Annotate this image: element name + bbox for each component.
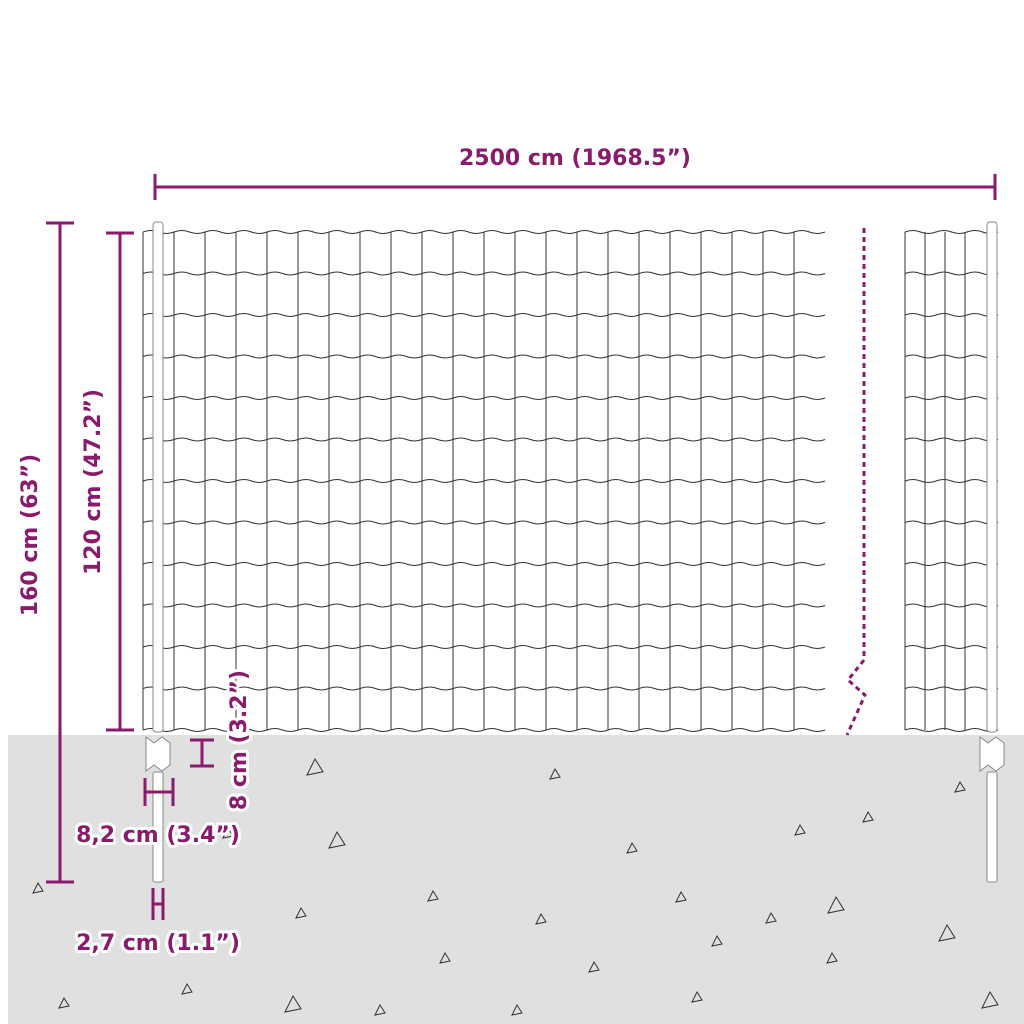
horizontal-wire — [904, 562, 999, 566]
pebble — [691, 990, 703, 1003]
horizontal-wire — [904, 437, 999, 442]
pebble — [675, 890, 687, 903]
pebble — [58, 996, 70, 1009]
pebble — [511, 1003, 523, 1016]
bracket-height-label: 8 cm (3.2”) — [227, 670, 252, 810]
horizontal-wire — [904, 396, 999, 400]
bracket-width-dimension-line — [143, 778, 175, 806]
ground-pebbles — [32, 757, 999, 1016]
pebble — [439, 951, 451, 964]
pebble — [374, 1003, 386, 1016]
pebble — [328, 830, 346, 849]
pebble — [222, 826, 234, 839]
break-line — [845, 228, 867, 736]
pebble — [626, 841, 638, 854]
pebble — [794, 823, 806, 836]
pebble — [427, 889, 439, 902]
length-dimension-line — [153, 174, 997, 200]
ground — [8, 735, 1024, 1024]
length-label: 2500 cm (1968.5”) — [459, 146, 691, 171]
mesh-height-label: 120 cm (47.2”) — [81, 389, 106, 575]
pebble — [827, 895, 845, 914]
post-diameter-label: 2,7 cm (1.1”) — [76, 931, 240, 956]
post-diameter-dimension-line — [151, 888, 165, 920]
pebble — [765, 911, 777, 924]
pebble — [711, 934, 723, 947]
horizontal-wire — [904, 603, 999, 608]
fence-post-right — [979, 221, 1005, 883]
horizontal-wire — [904, 479, 999, 483]
wire-mesh — [142, 230, 999, 732]
pebble — [826, 951, 838, 964]
pebble — [938, 923, 956, 942]
pebble — [981, 990, 999, 1009]
horizontal-wire — [904, 313, 999, 317]
pebble — [535, 912, 547, 925]
pebble — [549, 767, 561, 780]
pebble — [588, 960, 600, 973]
dimension-lines — [46, 174, 997, 920]
pebble — [32, 881, 44, 894]
horizontal-wire — [904, 645, 999, 649]
horizontal-wire — [904, 354, 999, 359]
horizontal-wire — [904, 686, 999, 691]
pebble — [284, 994, 302, 1013]
pebble — [954, 780, 966, 793]
bracket-width-label: 8,2 cm (3.4”) — [76, 823, 240, 848]
pebble — [306, 757, 324, 776]
pebble — [181, 982, 193, 995]
total-height-label: 160 cm (63”) — [18, 454, 43, 616]
pebble — [862, 810, 874, 823]
total-height-dimension-line — [46, 221, 74, 884]
horizontal-wire — [904, 728, 999, 732]
horizontal-wire — [904, 230, 999, 234]
horizontal-wire — [904, 520, 999, 525]
pebble — [295, 906, 307, 919]
bracket-height-dimension-line — [190, 738, 214, 768]
fence-post-left — [145, 221, 171, 883]
horizontal-wire — [904, 271, 999, 276]
mesh-height-dimension-line — [106, 231, 134, 732]
